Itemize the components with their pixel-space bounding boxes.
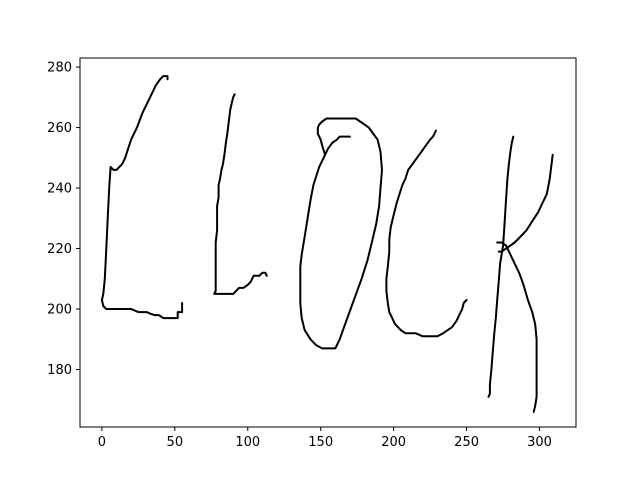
- pen-stroke-1: [100, 75, 184, 320]
- y-tick-label: 280: [47, 61, 72, 76]
- x-tick-label: 250: [454, 435, 479, 450]
- x-tick-label: 100: [235, 435, 260, 450]
- pen-stroke-4: [385, 129, 468, 338]
- x-tick-label: 200: [381, 435, 406, 450]
- y-tick-label: 260: [47, 121, 72, 136]
- axes-frame: [79, 57, 577, 428]
- y-tick-label: 180: [47, 363, 72, 378]
- pen-stroke-3: [299, 117, 383, 350]
- pen-stroke-2: [213, 93, 268, 295]
- axis-ticks: 0 50 100 150 200 250 300 180 200 220 240 260 280: [47, 61, 552, 450]
- x-tick-label: 50: [167, 435, 184, 450]
- pen-stroke-5: [487, 135, 515, 398]
- x-tick-label: 150: [308, 435, 333, 450]
- y-tick-label: 200: [47, 303, 72, 318]
- y-tick-label: 220: [47, 242, 72, 257]
- stroke-series: [100, 75, 554, 413]
- x-tick-label: 0: [98, 435, 106, 450]
- pen-stroke-7: [496, 241, 538, 413]
- y-tick-label: 240: [47, 182, 72, 197]
- x-tick-label: 300: [527, 435, 552, 450]
